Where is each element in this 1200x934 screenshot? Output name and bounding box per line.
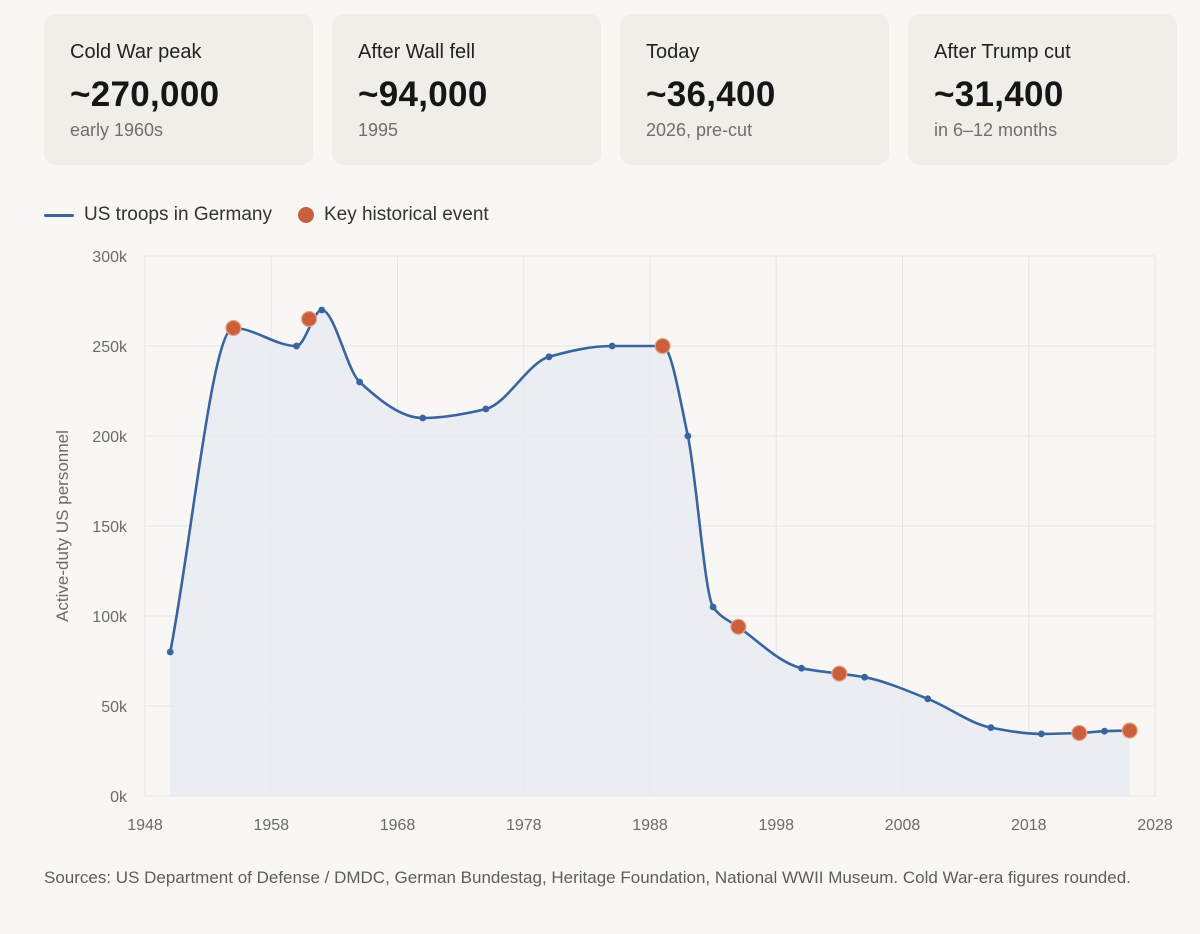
stat-card-today: Today ~36,400 2026, pre-cut [620,14,889,165]
stat-card-label: After Trump cut [934,41,1071,63]
stat-card-value: ~36,400 [646,75,776,114]
legend-event-label: Key historical event [323,204,489,225]
event-marker [654,337,671,355]
stat-card-sub: 2026, pre-cut [646,120,753,140]
event-marker [831,665,848,682]
stat-card-label: Cold War peak [70,41,202,63]
stat-card-value: ~270,000 [70,75,220,114]
x-tick-label: 1998 [758,817,794,834]
stat-card-after-wall-fell: After Wall fell ~94,000 1995 [332,14,601,165]
data-point [684,432,692,440]
stat-cards: Cold War peak ~270,000 early 1960s After… [44,14,1180,165]
y-tick-label: 200k [92,429,128,446]
stat-card-after-trump-cut: After Trump cut ~31,400 in 6–12 months [908,14,1177,165]
event-marker [1071,724,1088,742]
series-area [170,310,1130,796]
data-point [545,353,553,361]
stat-card-sub: in 6–12 months [934,120,1058,140]
chart-legend: US troops in Germany Key historical even… [44,202,489,228]
x-tick-label: 1958 [253,817,289,834]
data-point [987,724,995,731]
data-point [1037,730,1045,738]
data-point [861,673,869,681]
stat-card-sub: 1995 [358,120,399,140]
stat-card-cold-war-peak: Cold War peak ~270,000 early 1960s [44,14,313,165]
y-tick-label: 50k [101,699,128,716]
x-tick-label: 1948 [127,817,163,834]
event-marker [225,319,242,337]
data-point [482,405,490,413]
event-marker [1121,722,1138,739]
x-tick-label: 2028 [1137,817,1173,834]
legend-line-label: US troops in Germany [84,204,272,225]
data-point [798,664,805,672]
data-point [924,695,932,703]
data-point [293,342,300,350]
event-marker [301,310,318,328]
stat-card-label: After Wall fell [358,41,476,63]
stat-card-sub: early 1960s [70,120,164,140]
data-point [1101,727,1108,735]
legend-event-swatch [297,207,314,223]
data-point [709,603,717,611]
y-tick-label: 250k [92,339,128,356]
stat-card-value: ~94,000 [358,75,488,114]
stat-card-value: ~31,400 [934,75,1064,114]
x-tick-label: 1988 [632,817,668,834]
x-tick-label: 1968 [380,817,416,834]
stat-card-label: Today [646,41,700,63]
data-point [318,306,326,314]
x-tick-label: 2018 [1011,817,1047,834]
y-tick-label: 0k [110,789,128,806]
x-tick-label: 1978 [506,817,542,834]
data-point [419,414,427,422]
y-tick-label: 300k [92,249,128,266]
sources-footnote: Sources: US Department of Defense / DMDC… [44,868,1131,887]
y-tick-label: 100k [92,609,128,626]
troops-chart: 0k 50k 100k 150k 200k 250k 300k 1948 1958 1968 197… [53,249,1173,834]
event-marker [730,618,747,635]
data-point [356,378,364,386]
legend-line-swatch [44,213,74,217]
data-point [166,648,174,656]
data-point [608,342,616,350]
y-axis-title: Active-duty US personnel [53,430,72,622]
y-tick-label: 150k [92,519,128,536]
x-tick-label: 2008 [885,817,921,834]
